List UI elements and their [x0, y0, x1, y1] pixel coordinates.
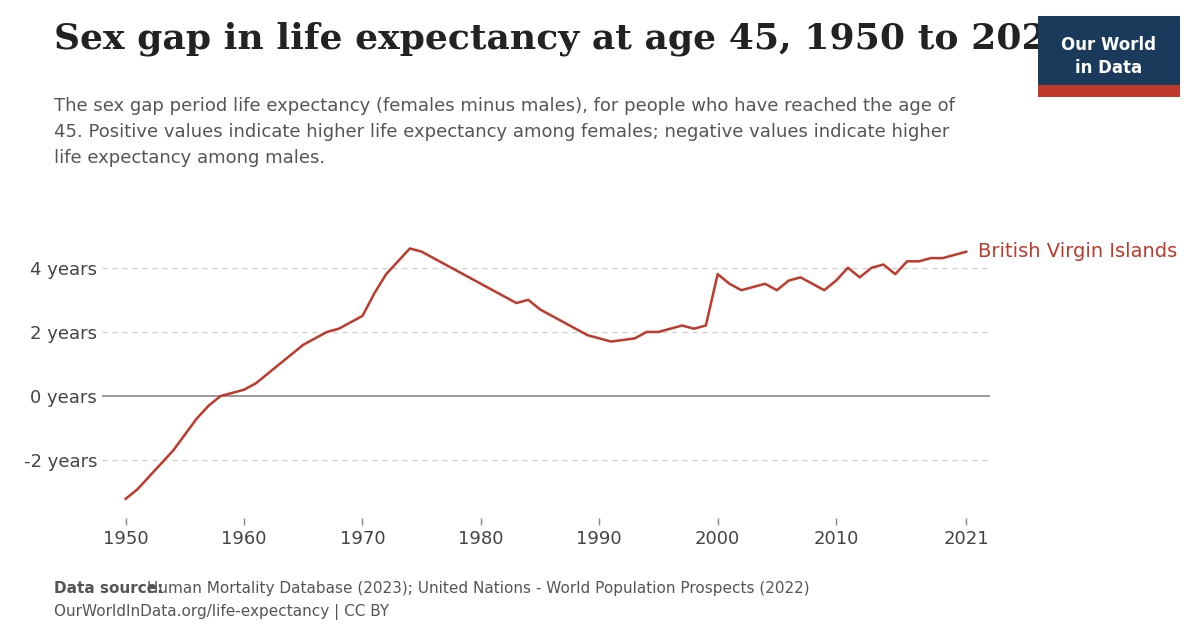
Text: OurWorldInData.org/life-expectancy | CC BY: OurWorldInData.org/life-expectancy | CC …: [54, 604, 389, 620]
Text: Human Mortality Database (2023); United Nations - World Population Prospects (20: Human Mortality Database (2023); United …: [142, 581, 809, 596]
Text: British Virgin Islands: British Virgin Islands: [978, 242, 1177, 261]
Text: Our World
in Data: Our World in Data: [1061, 36, 1157, 77]
Text: The sex gap period life expectancy (females minus males), for people who have re: The sex gap period life expectancy (fema…: [54, 97, 955, 167]
Text: Sex gap in life expectancy at age 45, 1950 to 2021: Sex gap in life expectancy at age 45, 19…: [54, 22, 1072, 57]
Text: Data source:: Data source:: [54, 581, 163, 596]
